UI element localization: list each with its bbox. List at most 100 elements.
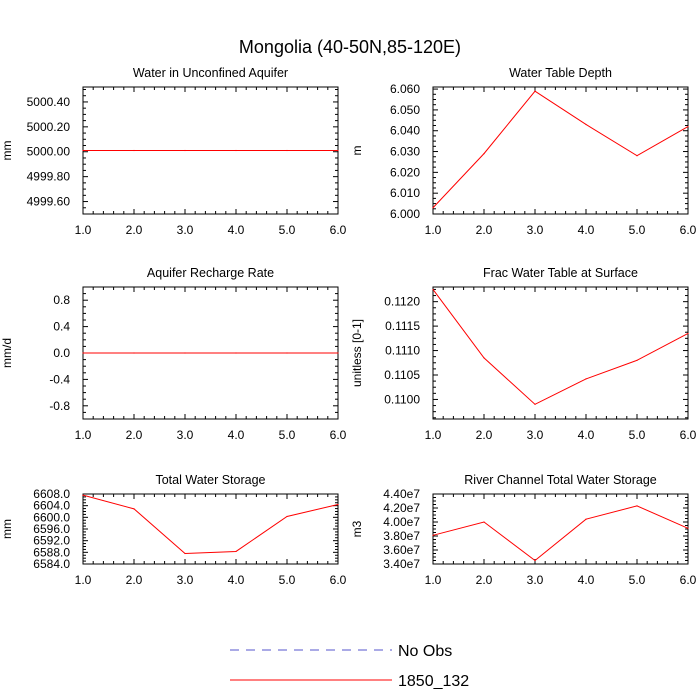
data-point	[636, 359, 638, 361]
data-point	[687, 332, 689, 335]
data-point	[585, 518, 587, 520]
y-tick-label: 4999.60	[27, 195, 71, 209]
x-tick-label: 4.0	[228, 428, 245, 442]
panel-4: Frac Water Table at Surface 1.0 2.0 3.0 4.0 5…	[350, 266, 697, 442]
data-point	[133, 508, 135, 510]
y-tick-label: 4999.80	[27, 170, 71, 184]
x-tick-label: 6.0	[680, 428, 697, 442]
plot-frame	[432, 286, 689, 420]
panel-title: Total Water Storage	[155, 473, 265, 487]
y-tick-label: 0.1100	[384, 392, 420, 406]
data-point	[534, 90, 536, 92]
panel-title: Water Table Depth	[509, 66, 612, 80]
y-tick-label: 6596.0	[33, 522, 70, 536]
x-tick-label: 6.0	[330, 223, 347, 237]
data-point	[432, 207, 434, 209]
x-tick-label: 5.0	[279, 573, 296, 587]
data-point	[534, 403, 536, 405]
figure-title: Mongolia (40-50N,85-120E)	[239, 37, 461, 57]
x-tick-label: 5.0	[629, 428, 646, 442]
x-tick-label: 1.0	[75, 573, 92, 587]
x-tick-label: 6.0	[680, 223, 697, 237]
x-tick-label: 2.0	[476, 428, 493, 442]
y-tick-label: 6.010	[390, 186, 420, 200]
data-point	[636, 505, 638, 507]
y-tick-label: 6.060	[390, 82, 420, 96]
x-tick-label: 3.0	[527, 223, 544, 237]
x-tick-label: 3.0	[527, 573, 544, 587]
data-point	[337, 352, 339, 354]
y-tick-label: 5000.00	[27, 145, 71, 159]
data-point	[184, 352, 186, 354]
x-tick-label: 1.0	[425, 223, 442, 237]
y-axis-label: mm	[0, 141, 14, 161]
data-point	[534, 559, 536, 562]
plot-frame	[432, 493, 689, 565]
data-point	[235, 149, 237, 152]
x-tick-label: 1.0	[425, 428, 442, 442]
x-tick-label: 1.0	[75, 428, 92, 442]
y-tick-label: 6584.0	[33, 557, 70, 571]
y-tick-label: 6.000	[390, 207, 420, 221]
y-tick-label: 6588.0	[33, 545, 70, 559]
data-point	[337, 149, 339, 152]
x-tick-label: 2.0	[126, 573, 143, 587]
data-point	[585, 123, 587, 126]
y-axis-label: mm/d	[0, 338, 14, 368]
data-point	[483, 153, 485, 155]
y-axis-label: mm	[0, 519, 14, 539]
x-tick-label: 6.0	[680, 573, 697, 587]
y-tick-label: 0.1110	[385, 344, 420, 358]
y-tick-label: 0.4	[53, 320, 70, 334]
legend: No Obs 1850_132	[230, 643, 469, 690]
x-tick-label: 4.0	[578, 428, 595, 442]
x-tick-label: 1.0	[75, 223, 92, 237]
series-line-1850_132	[432, 289, 689, 405]
y-tick-label: 6608.0	[33, 487, 70, 501]
x-tick-label: 5.0	[279, 223, 296, 237]
data-point	[432, 288, 434, 291]
series-line-1850_132	[82, 494, 339, 555]
x-tick-label: 4.0	[228, 223, 245, 237]
y-tick-label: 6.040	[390, 124, 420, 138]
data-point	[184, 149, 186, 152]
data-point	[432, 534, 434, 536]
legend-label-1850-132: 1850_132	[398, 673, 469, 690]
data-point	[483, 357, 485, 359]
x-tick-label: 3.0	[527, 428, 544, 442]
y-tick-label: 3.40e7	[383, 557, 420, 571]
y-tick-label: 4.00e7	[383, 515, 420, 529]
y-tick-label: 5000.40	[27, 95, 71, 109]
y-tick-label: 0.1115	[385, 319, 420, 333]
x-tick-label: 2.0	[126, 223, 143, 237]
x-tick-label: 4.0	[228, 573, 245, 587]
panel-6: River Channel Total Water Storage 1.0 2.0 3…	[350, 473, 697, 587]
y-tick-label: 6592.0	[33, 534, 70, 548]
y-tick-label: 6.050	[390, 103, 420, 117]
data-point	[133, 352, 135, 354]
y-tick-label: 0.0	[53, 346, 70, 360]
y-tick-label: 3.60e7	[383, 543, 420, 557]
y-axis-label: m3	[350, 520, 364, 537]
data-point	[235, 352, 237, 354]
legend-label-no-obs: No Obs	[398, 643, 452, 660]
x-tick-label: 3.0	[177, 573, 194, 587]
x-tick-label: 2.0	[126, 428, 143, 442]
y-tick-label: 3.80e7	[383, 529, 420, 543]
y-tick-label: 6600.0	[33, 510, 70, 524]
panel-title: Aquifer Recharge Rate	[147, 266, 274, 280]
data-point	[483, 521, 485, 523]
x-tick-label: 1.0	[425, 573, 442, 587]
y-tick-label: 0.1105	[384, 368, 420, 382]
x-tick-label: 6.0	[330, 428, 347, 442]
y-tick-label: -0.8	[49, 399, 70, 413]
y-axis-label: unitless [0-1]	[350, 319, 364, 387]
data-point	[235, 550, 237, 553]
series-line-1850_132	[432, 90, 689, 209]
x-tick-label: 5.0	[279, 428, 296, 442]
y-tick-label: 6.020	[390, 165, 420, 179]
y-tick-label: 6604.0	[33, 499, 70, 513]
data-point	[585, 378, 587, 380]
panel-2: Water Table Depth 1.0 2.0 3.0 4.0 5.0 6.0 6.000…	[350, 66, 697, 237]
